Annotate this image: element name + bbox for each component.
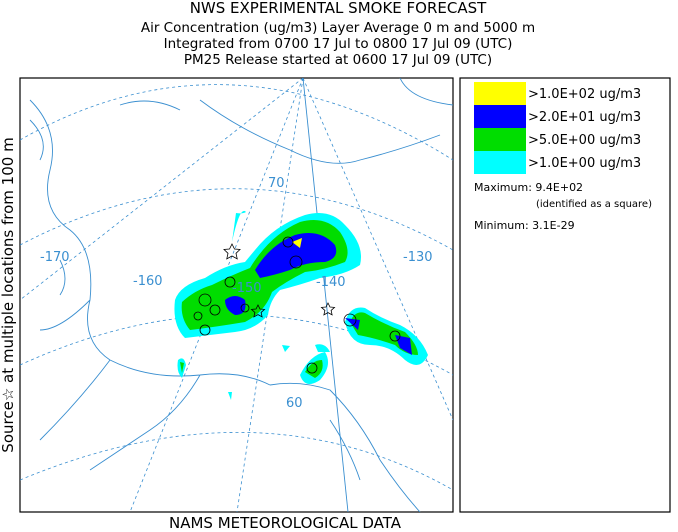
latitude-line: [20, 432, 453, 491]
legend-label: >1.0E+00 ug/m3: [528, 156, 641, 171]
longitude-label: -130: [403, 250, 433, 265]
footer: NAMS METEOROLOGICAL DATA: [169, 514, 402, 532]
latitude-label: 60: [286, 396, 303, 411]
longitude-label: -140: [316, 275, 346, 290]
maximum-note: (identified as a square): [536, 199, 652, 210]
longitude-label: -160: [133, 274, 163, 289]
minimum: Minimum: 3.1E-29: [474, 219, 575, 232]
source-markers: [193, 236, 401, 374]
subtitle: Air Concentration (ug/m3) Layer Average …: [141, 20, 535, 36]
legend-swatch: [474, 128, 526, 151]
longitude-line: [302, 78, 453, 421]
legend: >1.0E+02 ug/m3 >2.0E+01 ug/m3 >5.0E+00 ug/…: [459, 77, 671, 513]
side-label: Source☆ at multiple locations from 100 m: [0, 137, 17, 452]
map: -170 -160 -150 -140 -130 70 60: [19, 77, 454, 513]
coastline: [29, 78, 453, 512]
longitude-label: -150: [232, 281, 262, 296]
legend-swatch: [474, 151, 526, 174]
longitude-label: -170: [40, 250, 70, 265]
title: NWS EXPERIMENTAL SMOKE FORECAST: [190, 0, 487, 17]
legend-frame: [459, 77, 671, 513]
coastline: [29, 119, 361, 481]
legend-label: >2.0E+01 ug/m3: [528, 110, 641, 125]
latitude-line: [20, 84, 453, 161]
subtitle: PM25 Release started at 0600 17 Jul 09 (…: [184, 52, 492, 68]
longitude-line: [236, 78, 304, 512]
legend-label: >5.0E+00 ug/m3: [528, 133, 641, 148]
legend-label: >1.0E+02 ug/m3: [528, 87, 641, 102]
subtitle: Integrated from 0700 17 Jul to 0800 17 J…: [164, 36, 513, 52]
legend-swatch: [474, 105, 526, 128]
smoke-plume: [174, 210, 428, 400]
legend-swatch: [474, 82, 526, 105]
maximum: Maximum: 9.4E+02: [474, 181, 583, 194]
latitude-label: 70: [268, 176, 285, 191]
border: [302, 78, 349, 512]
